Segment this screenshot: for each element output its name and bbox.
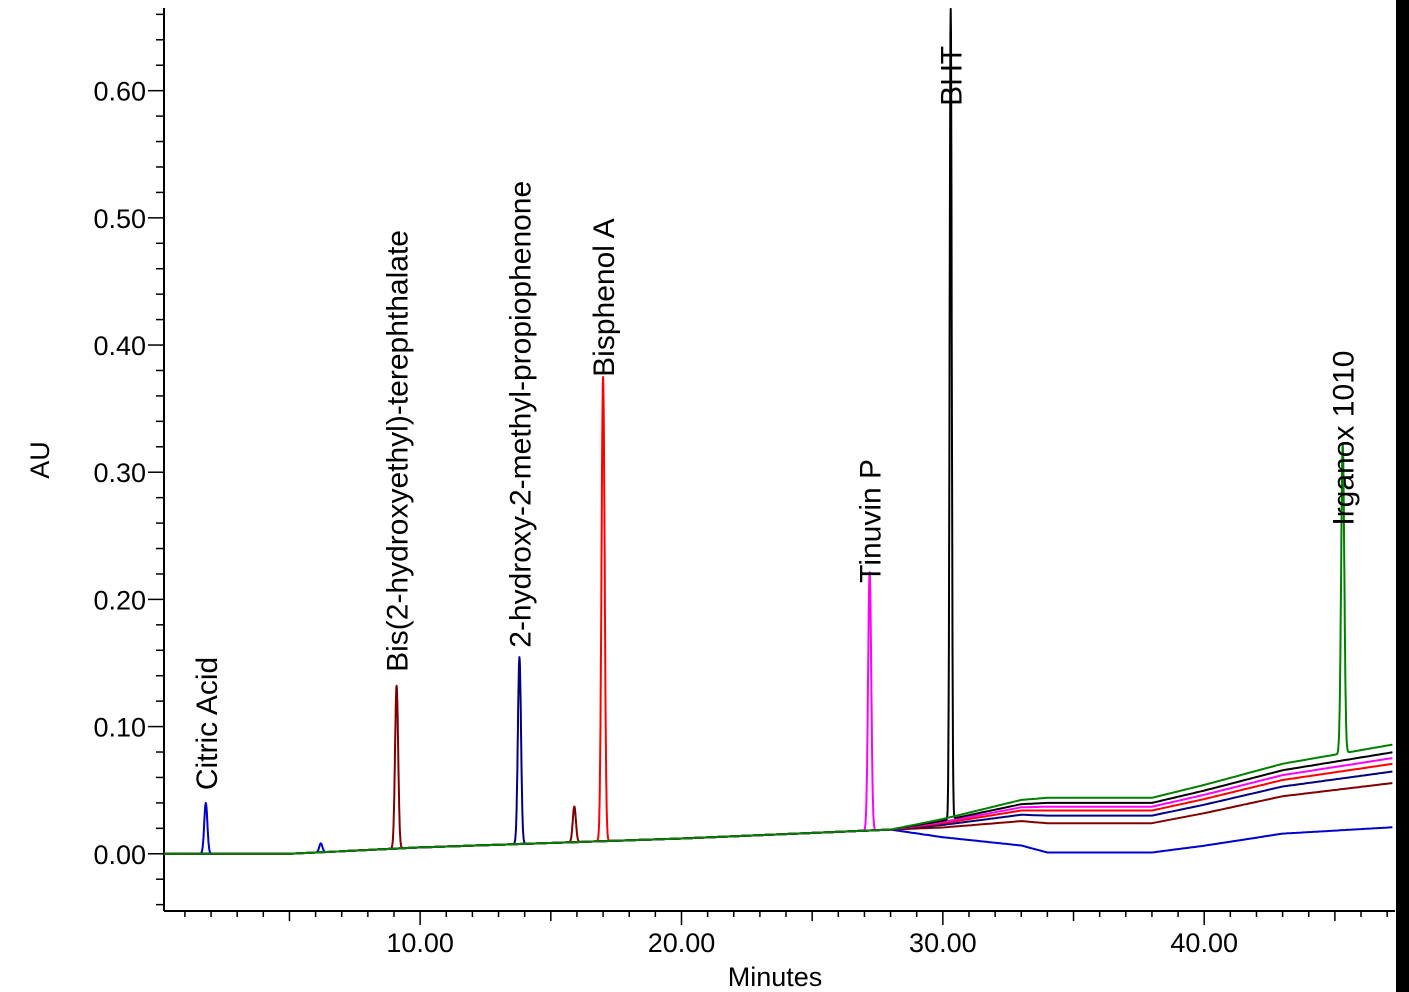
peak-label: 2-hydroxy-2-methyl-propiophenone [504,181,537,648]
y-tick-label: 0.00 [93,840,146,870]
y-tick-label: 0.50 [93,204,146,234]
series-trace [164,7,1393,855]
right-edge-bar [1396,0,1409,992]
x-tick-label: 30.00 [909,928,977,958]
trace-group [164,7,1393,855]
y-tick-label: 0.60 [93,77,146,107]
peak-label: BHT [936,46,969,106]
y-tick-label: 0.40 [93,331,146,361]
peak-label-group: Citric Acid Bis(2-hydroxyethyl)-terephtha… [191,46,1361,790]
y-axis-title: AU [25,441,55,479]
y-tick-label: 0.30 [93,458,146,488]
x-tick-label: 40.00 [1170,928,1238,958]
peak-label: Citric Acid [191,657,224,790]
series-trace [164,656,1393,855]
series-trace [164,376,1393,855]
peak-label: Tinuvin P [855,459,888,583]
peak-label: Bisphenol A [588,218,621,376]
plot-frame [163,8,1395,912]
x-axis-title: Minutes [728,962,823,992]
x-axis: 10.00 20.00 30.00 40.00 [184,911,1388,958]
x-tick-label: 20.00 [648,928,716,958]
series-trace [164,684,1393,855]
y-axis: 0.00 0.10 0.20 0.30 0.40 0.50 0.60 [93,13,164,906]
x-tick-label: 10.00 [386,928,454,958]
y-tick-label: 0.20 [93,585,146,615]
series-trace [164,801,1393,855]
y-tick-label: 0.10 [93,713,146,743]
series-trace [164,443,1393,855]
peak-label: Irganox 1010 [1328,350,1361,525]
peak-label: Bis(2-hydroxyethyl)-terephthalate [382,230,415,672]
